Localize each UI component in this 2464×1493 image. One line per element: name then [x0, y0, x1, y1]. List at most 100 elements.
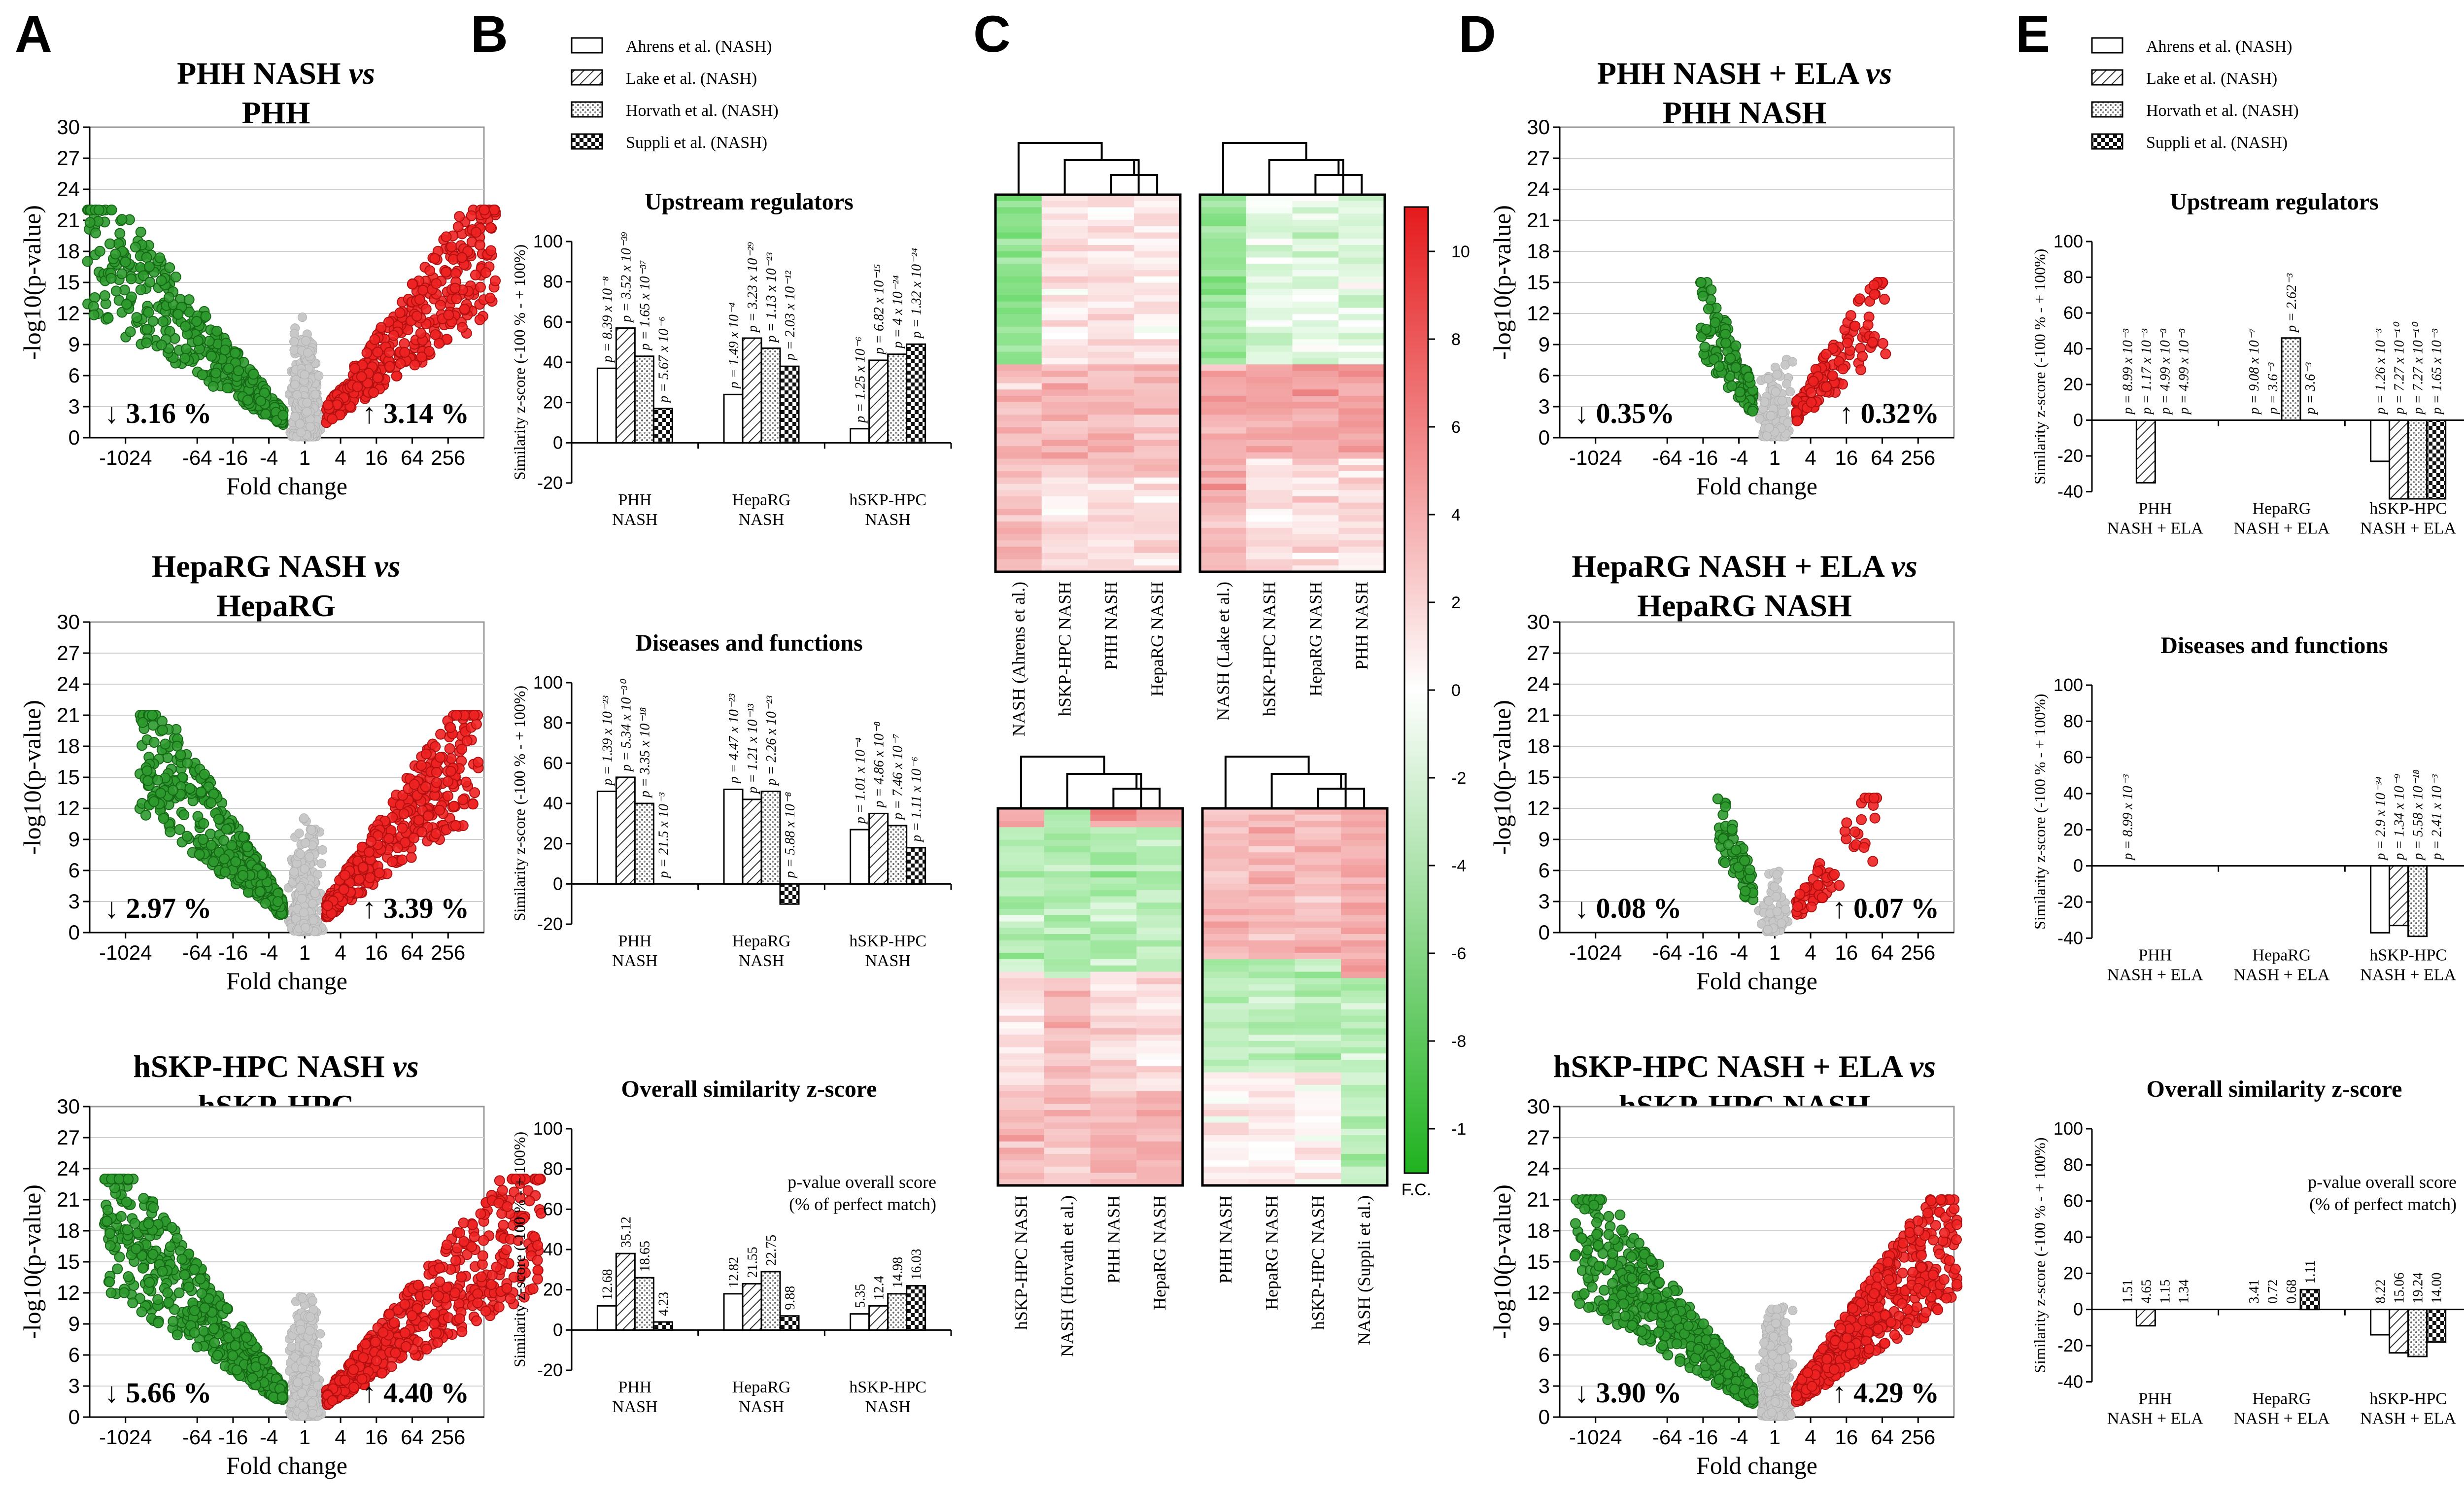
- y-tick-label: 12: [57, 1281, 80, 1304]
- point-up-regulated: [451, 293, 462, 305]
- point-up-regulated: [469, 710, 480, 721]
- point-up-regulated: [474, 240, 485, 251]
- point-down-regulated: [171, 1329, 183, 1341]
- x-tick-label: 64: [401, 941, 424, 964]
- point-not-significant: [296, 849, 306, 859]
- point-not-significant: [315, 1329, 325, 1339]
- point-up-regulated: [458, 1236, 470, 1247]
- point-up-regulated: [377, 1327, 389, 1338]
- point-up-regulated: [1791, 415, 1803, 426]
- point-down-regulated: [103, 312, 114, 324]
- point-down-regulated: [116, 268, 128, 279]
- point-up-regulated: [1837, 363, 1848, 375]
- point-down-regulated: [171, 1232, 183, 1244]
- point-up-regulated: [434, 1262, 445, 1274]
- x-axis-label: Fold change: [1696, 967, 1817, 995]
- point-not-significant: [299, 907, 308, 917]
- point-down-regulated: [116, 214, 128, 225]
- y-tick-label: 12: [57, 302, 80, 325]
- point-down-regulated: [231, 1364, 242, 1376]
- y-tick-label: 9: [68, 1312, 80, 1335]
- y-tick-label: 18: [57, 734, 80, 758]
- point-not-significant: [306, 422, 315, 432]
- point-down-regulated: [137, 1262, 149, 1274]
- x-tick-label: 16: [365, 1425, 388, 1449]
- point-up-regulated: [416, 826, 428, 837]
- point-up-regulated: [490, 275, 501, 286]
- panel-letter-a: A: [15, 5, 52, 63]
- point-up-regulated: [414, 294, 425, 305]
- point-up-regulated: [338, 884, 349, 895]
- x-tick-label: 256: [431, 1425, 465, 1449]
- point-down-regulated: [164, 262, 175, 274]
- point-down-regulated: [121, 299, 132, 310]
- point-up-regulated: [432, 1337, 444, 1348]
- percent-up-regulated: ↑ 0.32%: [1839, 397, 1939, 429]
- point-down-regulated: [144, 277, 156, 288]
- title-vs: vs: [349, 56, 375, 91]
- point-not-significant: [286, 1398, 296, 1408]
- point-not-significant: [310, 389, 320, 399]
- point-up-regulated: [384, 361, 395, 372]
- point-up-regulated: [1845, 310, 1856, 321]
- point-not-significant: [308, 915, 318, 925]
- point-down-regulated: [93, 205, 104, 215]
- y-tick-label: 27: [57, 1126, 80, 1149]
- point-up-regulated: [434, 1276, 445, 1287]
- point-up-regulated: [387, 856, 398, 868]
- point-up-regulated: [1869, 289, 1880, 300]
- x-tick-label: 4: [335, 446, 346, 469]
- point-not-significant: [296, 1325, 306, 1335]
- point-up-regulated: [383, 347, 395, 358]
- x-tick-label: -16: [1688, 446, 1718, 469]
- point-not-significant: [1782, 379, 1792, 389]
- point-up-regulated: [457, 794, 469, 805]
- point-up-regulated: [409, 359, 420, 371]
- y-tick-label: 27: [1527, 641, 1550, 664]
- point-up-regulated: [420, 304, 432, 315]
- volcano-title: HepaRG NASH vs: [152, 549, 401, 584]
- point-down-regulated: [156, 275, 167, 286]
- point-up-regulated: [457, 322, 468, 333]
- point-down-regulated: [197, 369, 208, 381]
- point-up-regulated: [431, 777, 442, 788]
- point-down-regulated: [89, 292, 101, 303]
- point-down-regulated: [205, 797, 217, 808]
- y-tick-label: 24: [1527, 672, 1550, 695]
- x-tick-label: -16: [218, 1425, 248, 1449]
- point-up-regulated: [1877, 338, 1888, 349]
- point-up-regulated: [327, 413, 338, 424]
- point-up-regulated: [431, 1327, 442, 1339]
- point-down-regulated: [176, 1253, 188, 1265]
- point-down-regulated: [166, 1222, 177, 1233]
- point-up-regulated: [339, 1375, 350, 1386]
- point-up-regulated: [409, 779, 420, 790]
- y-tick-label: 30: [1527, 115, 1550, 139]
- point-up-regulated: [456, 743, 468, 755]
- point-up-regulated: [421, 1344, 432, 1355]
- point-up-regulated: [429, 1319, 440, 1330]
- point-not-significant: [286, 1342, 296, 1352]
- point-not-significant: [289, 867, 299, 877]
- title-text: HepaRG NASH: [152, 549, 375, 584]
- x-tick-label: 4: [335, 941, 346, 964]
- y-tick-label: 21: [57, 703, 80, 727]
- point-down-regulated: [1706, 284, 1717, 295]
- y-tick-label: 12: [57, 797, 80, 820]
- point-down-regulated: [155, 788, 167, 799]
- point-not-significant: [310, 888, 320, 898]
- point-down-regulated: [248, 369, 259, 380]
- point-down-regulated: [131, 1243, 142, 1254]
- point-not-significant: [290, 380, 300, 389]
- point-down-regulated: [156, 339, 167, 350]
- y-tick-label: 0: [68, 426, 80, 449]
- point-down-regulated: [178, 809, 190, 821]
- point-down-regulated: [162, 1287, 173, 1298]
- point-up-regulated: [445, 753, 457, 764]
- point-not-significant: [295, 419, 305, 429]
- y-tick-label: 0: [68, 921, 80, 944]
- point-up-regulated: [417, 1320, 429, 1331]
- point-up-regulated: [456, 1326, 468, 1337]
- point-up-regulated: [397, 854, 408, 866]
- point-up-regulated: [361, 347, 373, 358]
